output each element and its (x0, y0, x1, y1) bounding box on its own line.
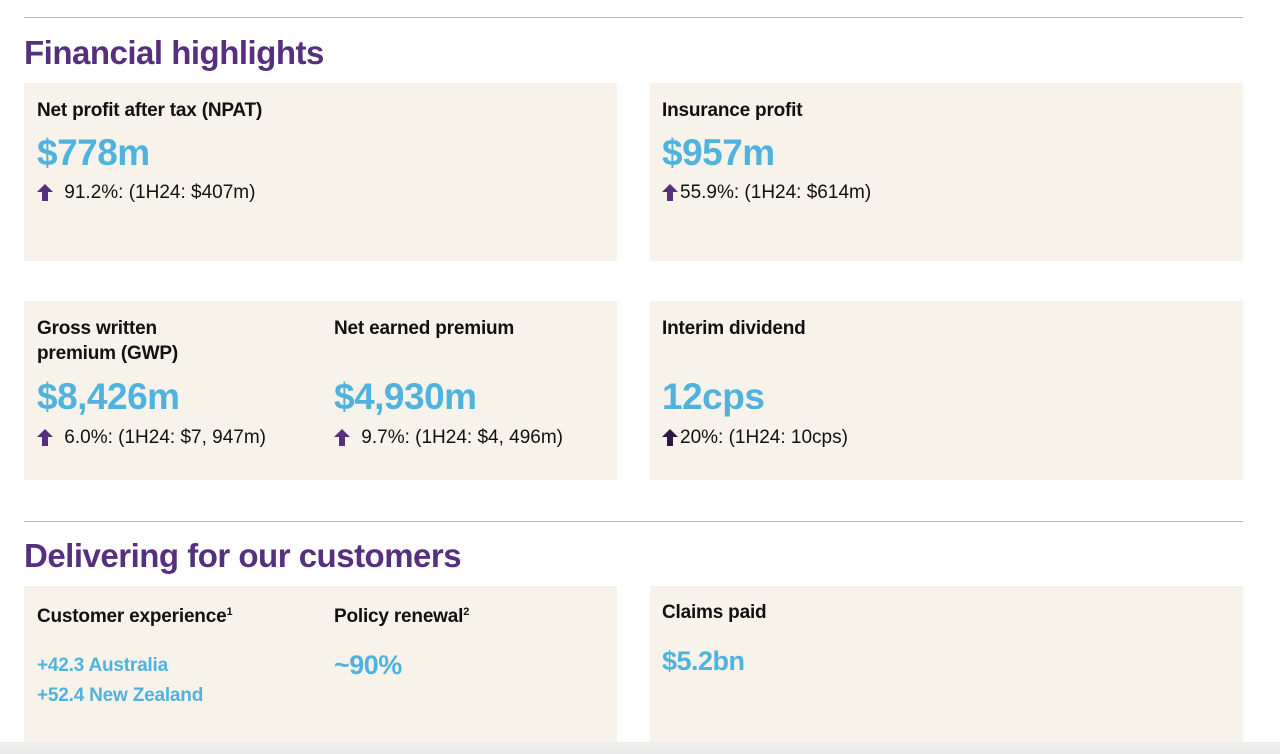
npat-value: $778m (37, 132, 150, 173)
gwp-label: Gross written premium (GWP) (37, 316, 266, 366)
footnote-marker: 1 (226, 606, 233, 618)
insurance-profit-label: Insurance profit (662, 100, 803, 121)
dividend-metric: Interim dividend 12cps 20%: (1H24: 10cps… (662, 316, 848, 447)
arrow-up-icon (37, 429, 53, 446)
premium-card: Gross written premium (GWP) $8,426m 6.0%… (24, 301, 617, 480)
customer-experience-values: +42.3 Australia +52.4 New Zealand (37, 651, 232, 711)
nep-change: 9.7%: (1H24: $4, 496m) (334, 428, 563, 447)
customers-title: Delivering for our customers (24, 537, 462, 574)
claims-card: Claims paid $5.2bn (650, 586, 1243, 754)
cx-australia: +42.3 Australia (37, 655, 168, 676)
cx-new-zealand: +52.4 New Zealand (37, 685, 204, 706)
insurance-profit-value: $957m (662, 132, 775, 173)
gwp-metric: Gross written premium (GWP) $8,426m 6.0%… (37, 316, 266, 447)
claims-label: Claims paid (662, 602, 767, 623)
npat-card: Net profit after tax (NPAT) $778m 91.2%:… (24, 83, 617, 261)
npat-metric: Net profit after tax (NPAT) $778m 91.2%:… (37, 98, 262, 202)
dividend-label: Interim dividend (662, 318, 806, 339)
claims-value: $5.2bn (662, 646, 745, 676)
footnote-marker: 2 (463, 606, 470, 618)
insurance-profit-metric: Insurance profit $957m 55.9%: (1H24: $61… (662, 98, 871, 202)
customer-experience-metric: Customer experience1 +42.3 Australia +52… (37, 600, 233, 711)
nep-label: Net earned premium (334, 318, 515, 339)
nep-value: $4,930m (334, 376, 477, 417)
claims-metric: Claims paid $5.2bn (662, 600, 767, 676)
gwp-change-text: 6.0%: (1H24: $7, 947m) (59, 427, 266, 448)
customer-experience-label: Customer experience1 (37, 600, 233, 629)
customer-experience-label-text: Customer experience (37, 606, 227, 627)
dividend-change-text: 20%: (1H24: 10cps) (680, 427, 848, 448)
npat-change: 91.2%: (1H24: $407m) (37, 183, 262, 202)
nep-change-text: 9.7%: (1H24: $4, 496m) (356, 427, 563, 448)
arrow-up-icon (334, 429, 350, 446)
financial-highlights-title: Financial highlights (24, 34, 324, 71)
customer-metrics-card: Customer experience1 +42.3 Australia +52… (24, 586, 617, 754)
bottom-edge-shadow (0, 742, 1280, 754)
gwp-label-line1: Gross written (37, 318, 157, 339)
npat-label: Net profit after tax (NPAT) (37, 100, 263, 121)
section-divider-customers (24, 521, 1243, 522)
insurance-profit-card: Insurance profit $957m 55.9%: (1H24: $61… (650, 83, 1243, 261)
policy-renewal-label: Policy renewal2 (334, 600, 469, 629)
gwp-value: $8,426m (37, 376, 180, 417)
policy-renewal-metric: Policy renewal2 ~90% (334, 600, 469, 679)
nep-metric: Net earned premium $4,930m 9.7%: (1H24: … (334, 316, 563, 447)
dividend-value: 12cps (662, 376, 765, 417)
npat-change-text: 91.2%: (1H24: $407m) (59, 182, 256, 203)
dividend-change: 20%: (1H24: 10cps) (662, 428, 848, 447)
gwp-change: 6.0%: (1H24: $7, 947m) (37, 428, 266, 447)
policy-renewal-value: ~90% (334, 650, 402, 680)
insurance-profit-change-text: 55.9%: (1H24: $614m) (680, 182, 872, 203)
gwp-label-line2: premium (GWP) (37, 343, 178, 364)
dividend-card: Interim dividend 12cps 20%: (1H24: 10cps… (650, 301, 1243, 480)
arrow-up-icon (662, 429, 678, 446)
insurance-profit-change: 55.9%: (1H24: $614m) (662, 183, 871, 202)
arrow-up-icon (37, 184, 53, 201)
section-divider-top (24, 17, 1243, 18)
arrow-up-icon (662, 184, 678, 201)
policy-renewal-label-text: Policy renewal (334, 606, 464, 627)
